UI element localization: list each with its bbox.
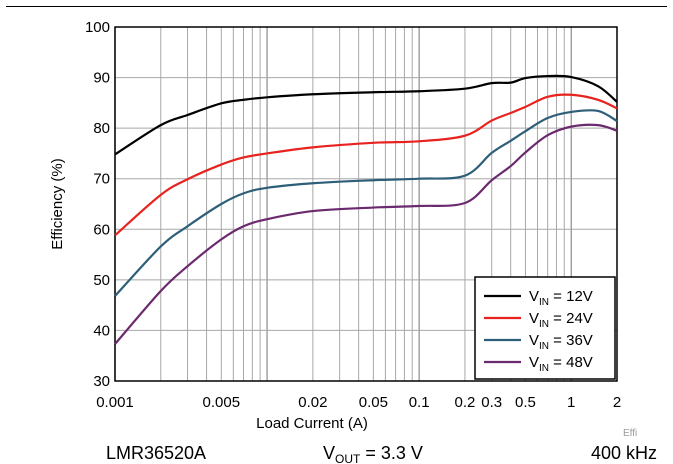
x-tick-label: 0.005 — [203, 394, 241, 411]
footer-vout: VOUT = 3.3 V — [323, 443, 423, 464]
legend-entry-3: VIN = 36V — [529, 332, 593, 352]
series-layer — [114, 74, 618, 345]
y-tick-label: 90 — [93, 70, 110, 87]
footer-device: LMR36520A — [106, 443, 206, 463]
x-tick-labels: 0.001 0.005 0.02 0.05 0.1 0.2 0.3 0.5 1 2 — [96, 394, 621, 411]
x-tick-label: 2 — [613, 394, 621, 411]
legend-box — [474, 276, 616, 380]
footer-frequency: 400 kHz — [591, 443, 657, 463]
x-tick-label: 0.3 — [481, 394, 502, 411]
y-tick-label: 40 — [93, 322, 110, 339]
x-tick-label: 0.2 — [454, 394, 475, 411]
x-tick-label: 0.5 — [515, 394, 536, 411]
series-line-4 — [114, 123, 618, 345]
x-tick-label: 0.1 — [409, 394, 430, 411]
y-tick-label: 60 — [93, 221, 110, 238]
y-tick-label: 30 — [93, 373, 110, 390]
plot-frame — [114, 26, 618, 382]
series-line-3 — [114, 109, 618, 297]
y-tick-labels: 30 40 50 60 70 80 90 100 — [85, 19, 110, 390]
legend-entry-4: VIN = 48V — [529, 354, 593, 374]
series-line-2 — [114, 93, 618, 237]
x-tick-label: 0.001 — [96, 394, 134, 411]
x-tick-label: 0.05 — [359, 394, 388, 411]
y-tick-label: 50 — [93, 272, 110, 289]
x-tick-label: 0.02 — [298, 394, 327, 411]
legend-entry-2: VIN = 24V — [529, 310, 593, 330]
y-tick-label: 80 — [93, 120, 110, 137]
series-line-1 — [114, 74, 618, 156]
legend-entry-1: VIN = 12V — [529, 288, 593, 308]
y-tick-label: 70 — [93, 171, 110, 188]
x-axis-label: Load Current (A) — [256, 415, 368, 432]
y-axis-label: Efficiency (%) — [49, 158, 66, 249]
figure-tag: Effi — [623, 428, 637, 439]
y-tick-label: 100 — [85, 19, 110, 36]
x-tick-label: 1 — [567, 394, 575, 411]
